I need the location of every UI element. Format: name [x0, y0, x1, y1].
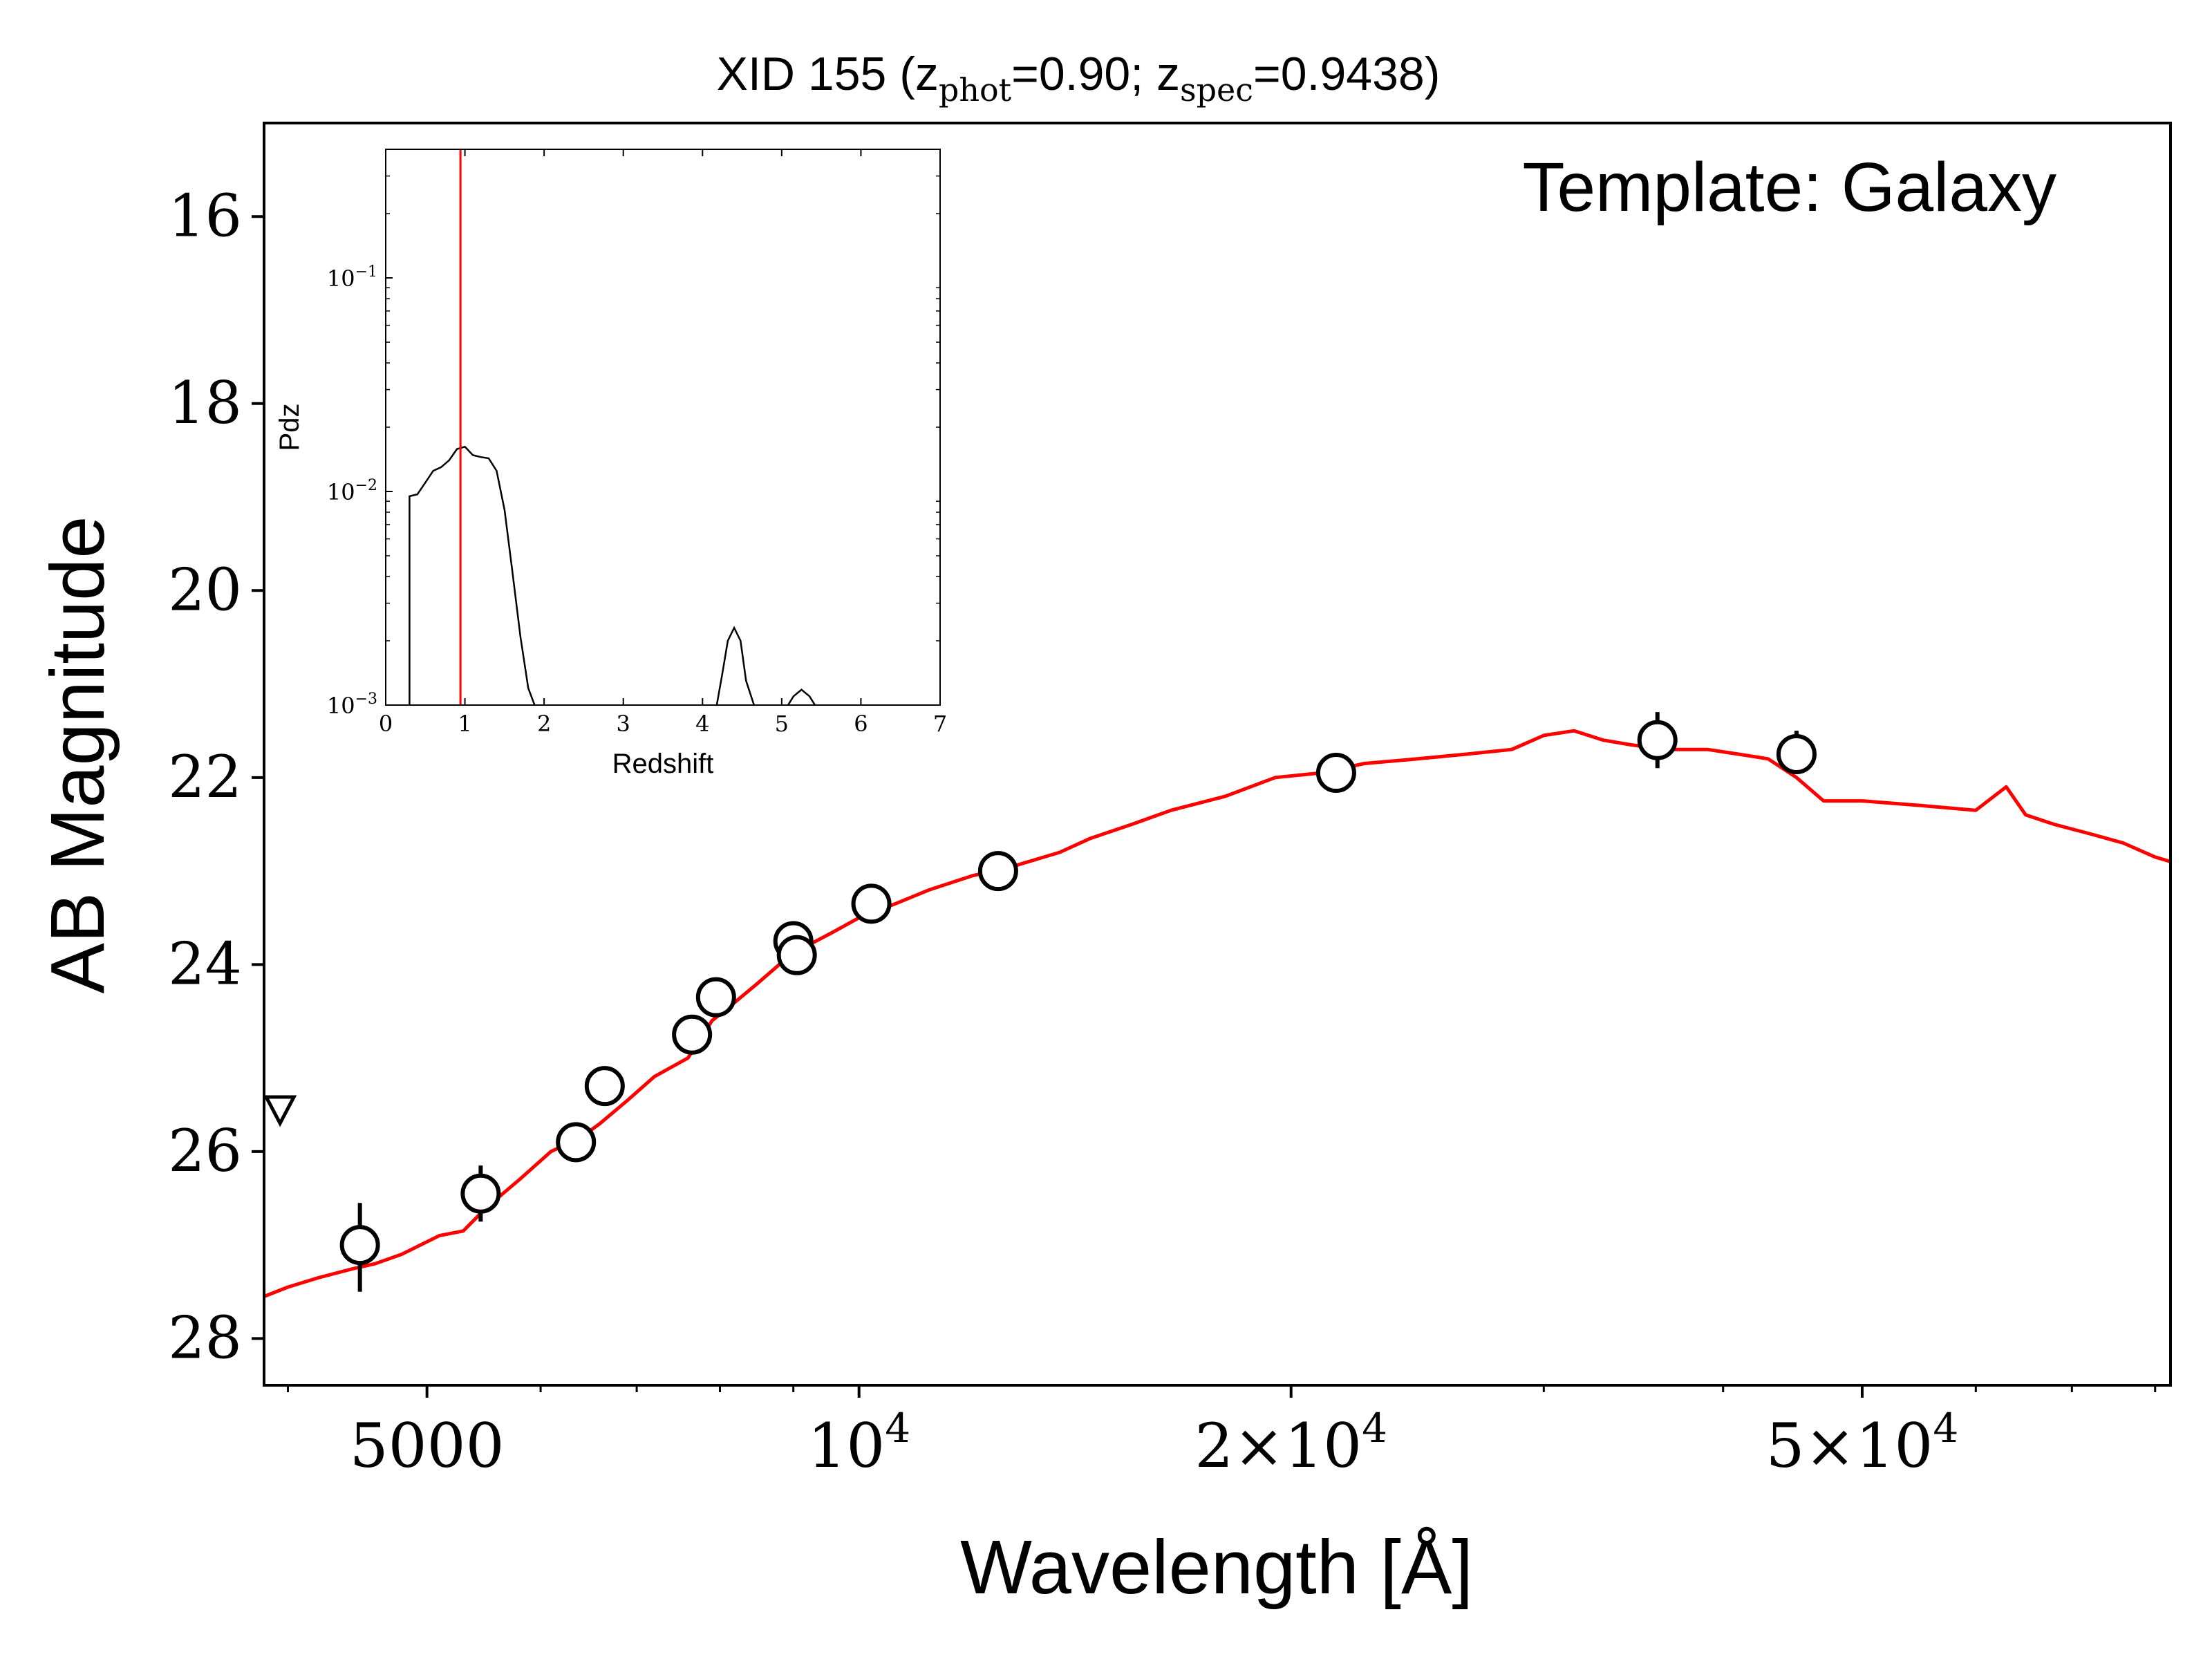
- inset-y-tick-label: 10−1: [327, 263, 377, 292]
- pdz-inset: 0 1 2 3 4 5 6 7 10−3 10−2 10−1 Redshift Pdz: [274, 149, 947, 779]
- inset-x-tick-label: 5: [775, 711, 789, 737]
- inset-axes-ticks: 0 1 2 3 4 5 6 7 10−3 10−2 10−1: [327, 149, 947, 737]
- inset-x-tick-label: 6: [854, 711, 868, 737]
- inset-x-tick-label: 0: [379, 711, 393, 737]
- inset-x-tick-label: 4: [695, 711, 709, 737]
- inset-x-tick-label: 7: [933, 711, 947, 737]
- inset-x-axis-label: Redshift: [612, 749, 714, 779]
- inset-y-tick-label: 10−3: [327, 691, 377, 719]
- inset-axes-frame: [385, 149, 941, 706]
- photometry-point: [1315, 753, 1356, 794]
- photometry-point: [851, 883, 892, 924]
- y-tick-label: 24: [168, 930, 242, 997]
- inset-background: [386, 149, 940, 705]
- inset-x-tick-label: 2: [537, 711, 551, 737]
- y-tick-label: 16: [168, 182, 242, 250]
- y-tick-label: 18: [168, 369, 242, 437]
- inset-x-tick-label: 3: [617, 711, 630, 737]
- x-axis-label: Wavelength [Å]: [960, 1525, 1473, 1610]
- y-tick-label: 20: [168, 556, 242, 624]
- y-tick-label: 26: [168, 1117, 242, 1185]
- photometry-point: [556, 1122, 597, 1163]
- template-annotation: Template: Galaxy: [1522, 149, 2056, 226]
- pdz-curve: [409, 445, 536, 705]
- x-tick-label: 5×104: [1766, 1405, 1959, 1481]
- photometry-point: [1776, 734, 1817, 774]
- x-tick-label: 5000: [350, 1410, 505, 1481]
- y-tick-label: 22: [168, 743, 242, 811]
- y-axis-label: AB Magnitude: [35, 516, 120, 994]
- main-plot-area: [264, 712, 2171, 1298]
- inset-x-tick-label: 1: [458, 711, 471, 737]
- photometry-point: [776, 935, 817, 975]
- x-tick-label: 2×104: [1194, 1405, 1387, 1481]
- y-tick-label: 28: [168, 1304, 242, 1371]
- pdz-curve: [787, 688, 816, 705]
- photometry-point: [695, 977, 736, 1018]
- photometry-point: [672, 1014, 713, 1055]
- pdz-curve: [715, 626, 755, 705]
- main-axes-frame: [263, 122, 2172, 1387]
- photometry-point: [339, 1225, 380, 1266]
- inset-y-tick-label: 10−2: [327, 477, 377, 505]
- photometry-point: [584, 1066, 625, 1107]
- inset-y-axis-label: Pdz: [274, 404, 305, 451]
- template-spectrum-line: [264, 729, 2171, 1298]
- photometry-point: [460, 1173, 501, 1214]
- upper-limit-marker: [264, 1095, 297, 1127]
- photometry-point: [977, 851, 1018, 892]
- x-tick-label: 104: [807, 1405, 910, 1481]
- chart-title: XID 155 (zphot=0.90; zspec=0.9438): [717, 48, 1441, 109]
- photometry-point: [1637, 720, 1678, 760]
